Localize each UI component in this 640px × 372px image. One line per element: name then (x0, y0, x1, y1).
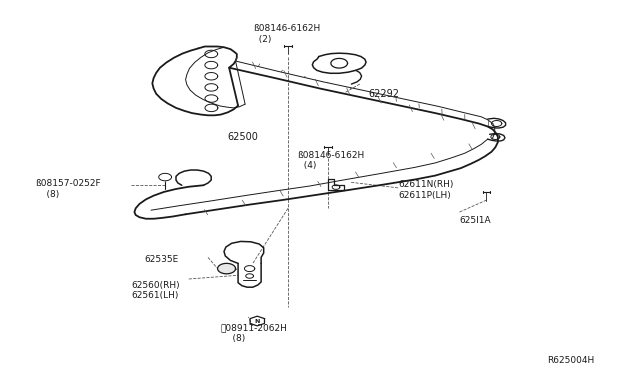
Polygon shape (218, 263, 236, 274)
Text: 62292: 62292 (368, 89, 399, 99)
Text: ß08157-0252F
    (8): ß08157-0252F (8) (35, 179, 101, 199)
Text: ⓝ08911-2062H
    (8): ⓝ08911-2062H (8) (221, 324, 287, 343)
Text: 62535E: 62535E (144, 255, 179, 264)
Text: 62500: 62500 (227, 132, 258, 142)
Text: ß08146-6162H
  (2): ß08146-6162H (2) (253, 24, 320, 44)
Polygon shape (159, 173, 172, 181)
Polygon shape (331, 58, 348, 68)
Text: 62611N(RH)
62611P(LH): 62611N(RH) 62611P(LH) (398, 180, 454, 200)
Text: 625I1A: 625I1A (460, 216, 491, 225)
Text: ß08146-6162H
  (4): ß08146-6162H (4) (298, 151, 365, 170)
Text: R625004H: R625004H (547, 356, 595, 365)
Text: N: N (255, 318, 260, 324)
Text: 62560(RH)
62561(LH): 62560(RH) 62561(LH) (131, 281, 180, 300)
